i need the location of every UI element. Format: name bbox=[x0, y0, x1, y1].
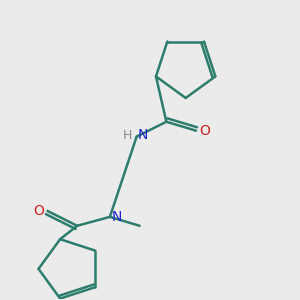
Text: O: O bbox=[33, 204, 44, 218]
Text: N: N bbox=[111, 210, 122, 224]
Text: O: O bbox=[200, 124, 211, 138]
Text: H: H bbox=[123, 129, 132, 142]
Text: N: N bbox=[138, 128, 148, 142]
